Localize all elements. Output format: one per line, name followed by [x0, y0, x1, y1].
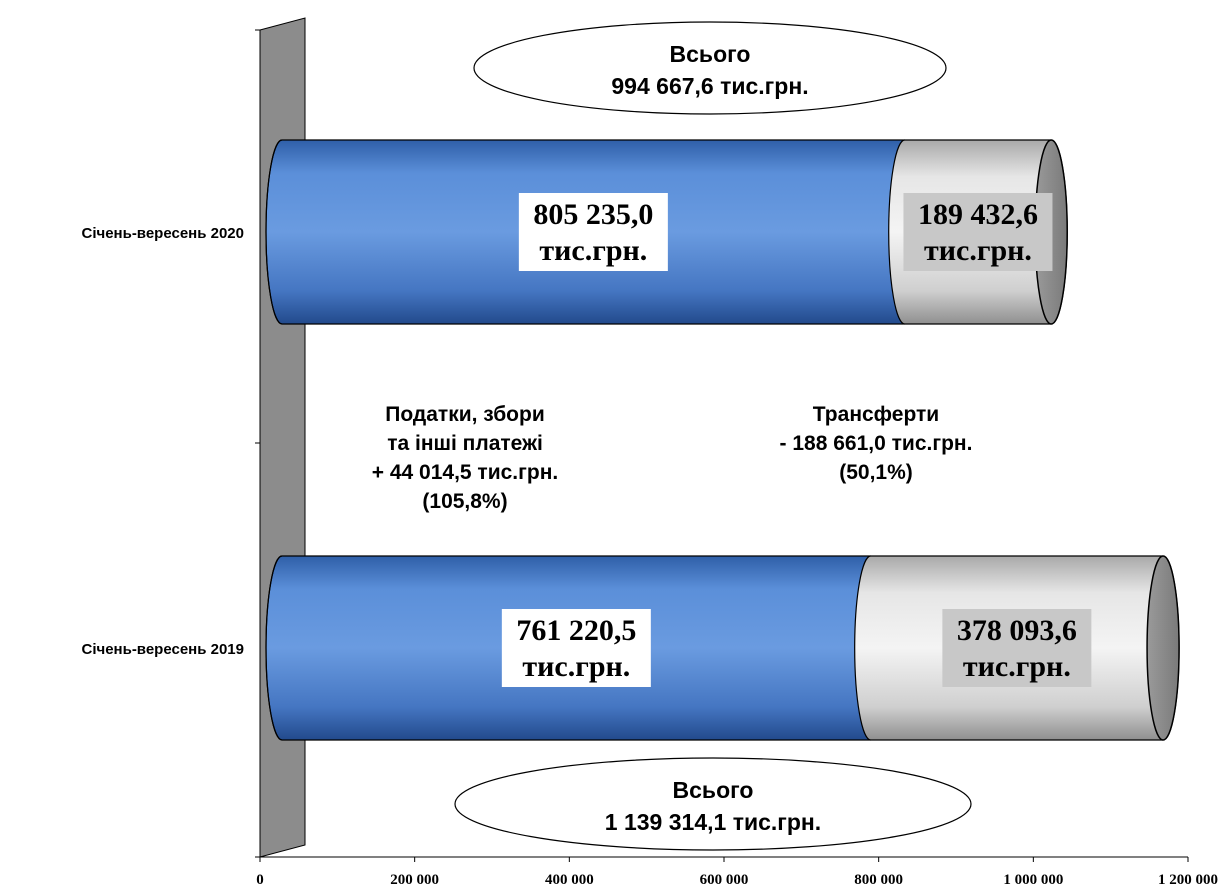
data-label: тис.грн.: [924, 234, 1032, 267]
taxes-annotation: + 44 014,5 тис.грн.: [372, 461, 558, 484]
annotations: Податки, збори та інші платежі + 44 014,5 …: [372, 403, 973, 513]
x-tick-label: 0: [256, 872, 264, 888]
total-ellipse: [473, 21, 947, 115]
data-label: 189 432,6: [918, 198, 1038, 231]
bar-start-rim: [265, 139, 283, 325]
data-label: тис.грн.: [963, 650, 1071, 683]
total-ellipse: [454, 757, 972, 851]
total-label: Всього: [670, 41, 751, 67]
transfers-annotation: - 188 661,0 тис.грн.: [780, 432, 973, 455]
x-tick-label: 200 000: [390, 872, 439, 888]
category-labels: Січень-вересень 2020 Січень-вересень 2019: [81, 225, 244, 658]
taxes-annotation: та інші платежі: [387, 432, 543, 455]
data-label: 805 235,0: [533, 198, 653, 231]
data-label-box: [942, 609, 1092, 687]
transfers-annotation: (50,1%): [839, 461, 913, 484]
total-label: 1 139 314,1 тис.грн.: [605, 809, 821, 835]
bar-start-rim: [265, 555, 283, 741]
x-tick-label: 600 000: [700, 872, 749, 888]
category-label: Січень-вересень 2020: [81, 225, 244, 242]
x-tick-label: 400 000: [545, 872, 594, 888]
data-label-box: [903, 193, 1053, 271]
taxes-annotation: Податки, збори: [385, 403, 544, 426]
x-tick-label: 800 000: [854, 872, 903, 888]
x-tick-label: 1 200 000: [1158, 872, 1218, 888]
category-label: Січень-вересень 2019: [81, 641, 244, 658]
data-label: 378 093,6: [957, 614, 1077, 647]
taxes-annotation: (105,8%): [422, 490, 507, 513]
data-label-box: [518, 193, 668, 271]
totals: Всього 994 667,6 тис.грн. Всього 1 139 314,…: [454, 21, 972, 851]
x-axis-ticks: 0 200 000 400 000 600 000 800 000 1 000 000 1 …: [256, 857, 1218, 888]
total-label: 994 667,6 тис.грн.: [611, 73, 808, 99]
data-label: тис.грн.: [539, 234, 647, 267]
bar-end-cap: [1146, 555, 1180, 741]
data-label-box: [501, 609, 651, 687]
data-label: тис.грн.: [522, 650, 630, 683]
total-label: Всього: [673, 777, 754, 803]
data-label: 761 220,5: [516, 614, 636, 647]
transfers-annotation: Трансферти: [813, 403, 939, 426]
x-tick-label: 1 000 000: [1003, 872, 1063, 888]
